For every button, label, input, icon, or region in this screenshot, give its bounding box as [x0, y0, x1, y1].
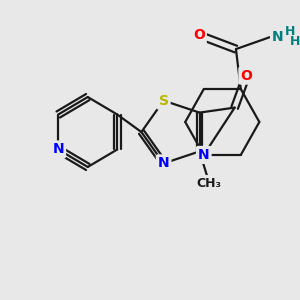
Text: N: N — [158, 156, 170, 170]
Text: N: N — [272, 30, 284, 44]
Text: O: O — [240, 69, 252, 82]
Text: H: H — [284, 25, 295, 38]
Text: S: S — [159, 94, 169, 108]
Text: N: N — [52, 142, 64, 157]
Text: H: H — [290, 34, 300, 48]
Text: O: O — [193, 28, 205, 42]
Text: CH₃: CH₃ — [197, 177, 222, 190]
Text: N: N — [198, 148, 210, 162]
